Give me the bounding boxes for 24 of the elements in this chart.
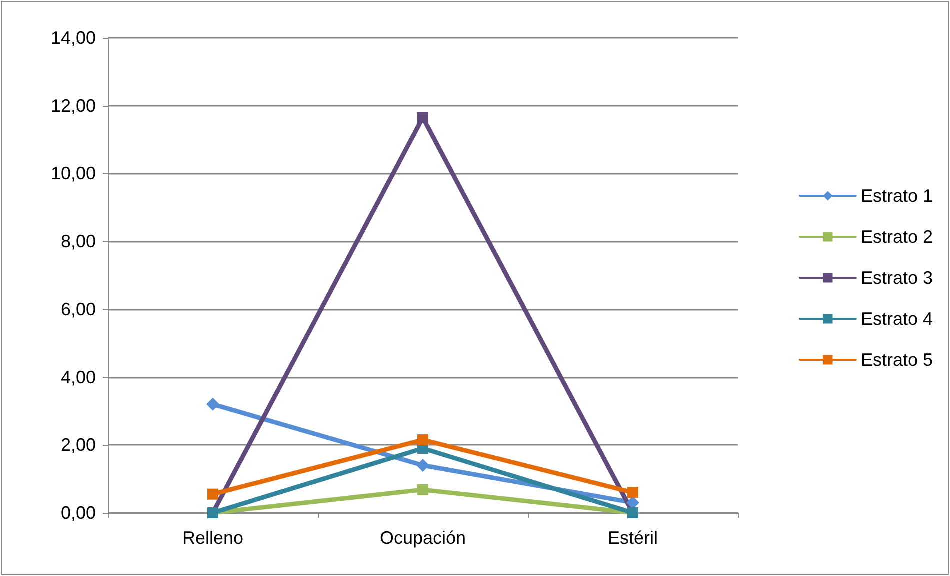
x-tick-label: Estéril	[608, 528, 658, 548]
point	[626, 496, 640, 510]
point	[208, 488, 218, 500]
legend-label: Estrato 3	[860, 268, 934, 288]
y-tick-label: 10,00	[50, 164, 96, 184]
point	[628, 487, 638, 498]
y-tick-label: 12,00	[50, 96, 96, 116]
point	[418, 484, 428, 496]
y-tick-label: 2,00	[60, 435, 96, 456]
legend-label: Estrato 5	[860, 350, 934, 370]
point	[418, 434, 428, 446]
point	[206, 398, 220, 411]
point	[418, 112, 428, 124]
x-tick-label: Relleno	[182, 528, 244, 548]
x-tick-label: Ocupación	[380, 528, 466, 548]
y-tick-label: 6,00	[60, 299, 96, 320]
point	[416, 459, 430, 472]
y-tick-label: 14,00	[50, 28, 96, 48]
y-tick-label: 8,00	[60, 232, 96, 252]
legend-label: Estrato 2	[860, 227, 934, 247]
y-tick-label: 4,00	[60, 367, 96, 388]
y-tick-label: 0,00	[60, 503, 96, 523]
legend-label: Estrato 1	[860, 186, 934, 206]
legend-label: Estrato 4	[860, 309, 934, 329]
